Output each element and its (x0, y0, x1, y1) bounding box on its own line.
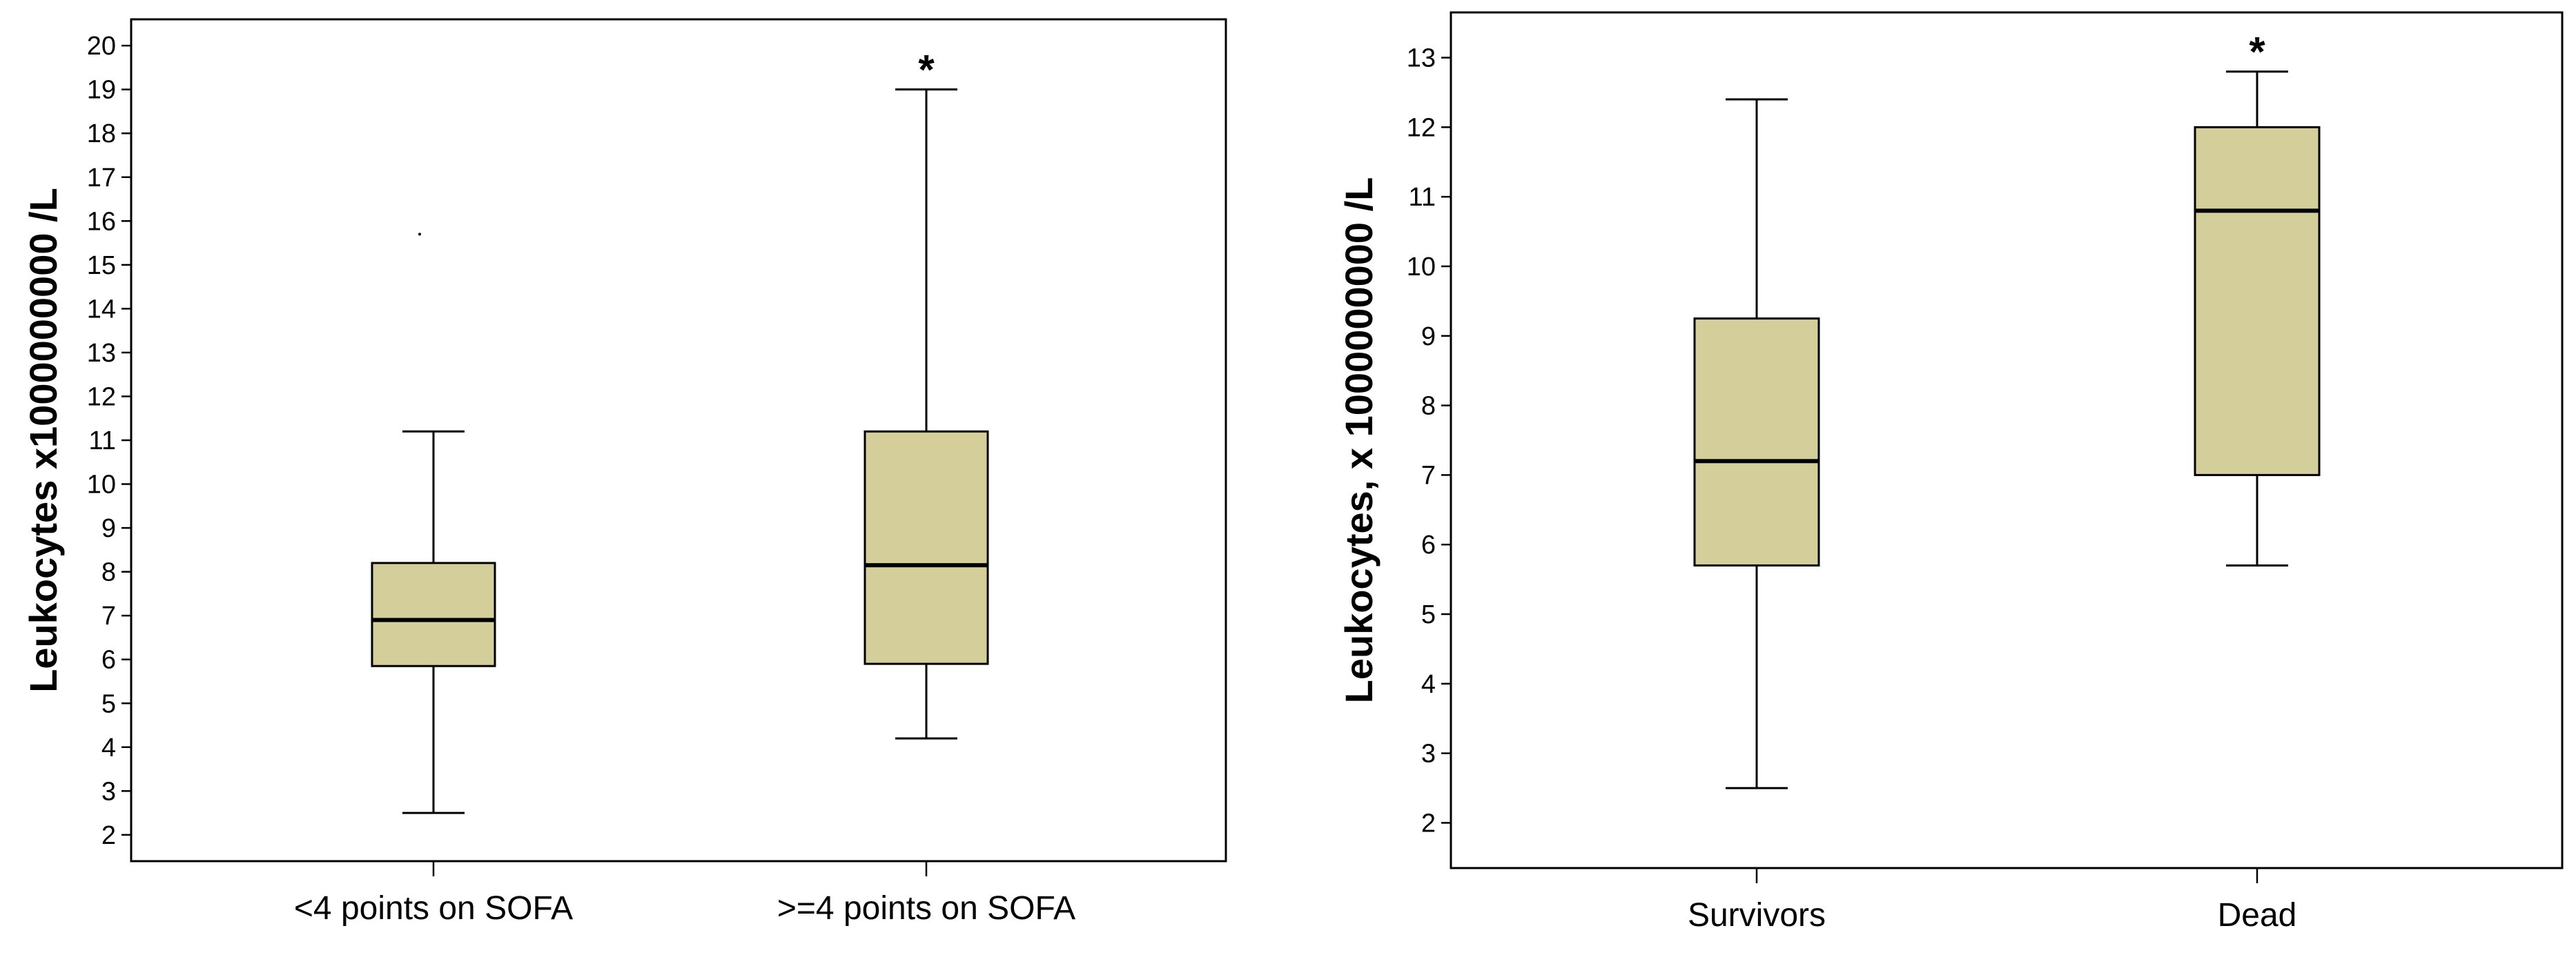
y-tick-label: 4 (101, 734, 116, 762)
y-tick-label: 14 (87, 295, 116, 324)
x-category-label: <4 points on SOFA (294, 890, 573, 927)
y-tick-label: 6 (101, 646, 116, 675)
y-tick-label: 3 (1421, 740, 1436, 769)
y-tick-label: 7 (101, 602, 116, 631)
y-tick-label: 8 (1421, 392, 1436, 421)
y-axis-title: Leukocytes x1000000000 /L (21, 188, 65, 693)
box-plot: * (2194, 29, 2321, 567)
y-tick-label: 12 (1407, 113, 1436, 142)
x-category-label: >=4 points on SOFA (777, 890, 1075, 927)
y-tick-label: 20 (87, 32, 116, 61)
chart-sofa: Leukocytes x1000000000 /L 2 3 4 5 6 7 8 9 10 11 12… (21, 18, 1227, 927)
x-category-label: Dead (2218, 897, 2297, 934)
y-tick-label: 19 (87, 76, 116, 105)
y-tick-label: 6 (1421, 531, 1436, 560)
iqr-box (2194, 126, 2321, 476)
x-axis: Survivors Dead (1688, 868, 2296, 934)
y-tick-label: 10 (87, 471, 116, 500)
outlier-point (418, 233, 421, 236)
box-plot (1693, 98, 1820, 789)
y-tick-label: 13 (1407, 44, 1436, 73)
y-tick-label: 17 (87, 164, 116, 193)
y-axis: 2 3 4 5 6 7 8 9 10 11 12 13 14 15 16 17 18 19 20 (87, 32, 131, 850)
y-tick-label: 13 (87, 339, 116, 368)
iqr-box (1693, 317, 1820, 567)
box-plot: * (863, 47, 989, 740)
y-tick-label: 3 (101, 777, 116, 806)
y-tick-label: 12 (87, 382, 116, 411)
y-tick-label: 7 (1421, 461, 1436, 490)
x-axis: <4 points on SOFA >=4 points on SOFA (294, 861, 1075, 927)
significance-marker: * (2249, 29, 2265, 75)
significance-marker: * (918, 47, 935, 93)
chart-outcome: Leukocytes, x 1000000000 /L 2 3 4 5 6 7 8 9 10 11… (1337, 11, 2564, 934)
y-tick-label: 2 (1421, 809, 1436, 838)
y-tick-label: 8 (101, 558, 116, 587)
y-tick-label: 5 (1421, 600, 1436, 629)
y-axis: 2 3 4 5 6 7 8 9 10 11 12 13 (1407, 44, 1451, 838)
x-category-label: Survivors (1688, 897, 1826, 934)
iqr-box (371, 562, 496, 667)
y-tick-label: 9 (1421, 322, 1436, 351)
box-plot (371, 233, 496, 814)
y-tick-label: 16 (87, 207, 116, 236)
y-tick-label: 18 (87, 119, 116, 148)
y-tick-label: 11 (89, 426, 116, 455)
y-tick-label: 4 (1421, 670, 1436, 699)
y-tick-label: 9 (101, 514, 116, 543)
y-tick-label: 15 (87, 251, 116, 280)
y-tick-label: 11 (1409, 183, 1436, 212)
plot-frame (1450, 11, 2564, 869)
y-tick-label: 2 (101, 821, 116, 850)
box-series: * (1693, 29, 2321, 789)
plot-frame (130, 18, 1227, 863)
y-tick-label: 5 (101, 689, 116, 718)
iqr-box (863, 430, 989, 665)
box-series: * (371, 47, 989, 814)
y-tick-label: 10 (1407, 253, 1436, 282)
y-axis-title: Leukocytes, x 1000000000 /L (1337, 177, 1380, 704)
